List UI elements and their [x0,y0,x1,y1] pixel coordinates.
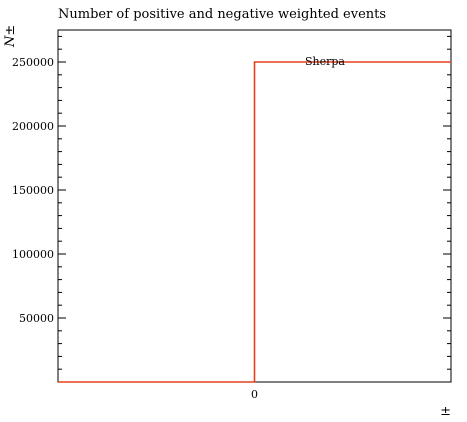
y-tick-label: 100000 [12,248,54,261]
y-tick-label: 200000 [12,120,54,133]
x-tick-label: 0 [251,388,258,401]
y-tick-label: 150000 [12,184,54,197]
legend-entry: Sherpa [305,55,345,68]
y-tick-label: 250000 [12,56,54,69]
y-axis-label: N± [3,25,18,48]
y-tick-label: 50000 [19,312,54,325]
chart-title: Number of positive and negative weighted… [58,7,386,22]
series-line-sherpa [58,61,451,383]
x-axis-label: ± [440,404,451,419]
